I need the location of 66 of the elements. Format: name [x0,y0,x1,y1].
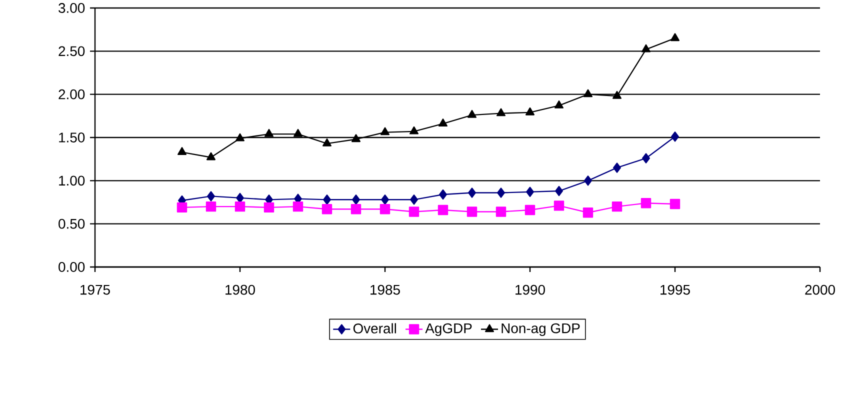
y-tick-label: 1.50 [59,132,85,142]
y-tick-label: 0.50 [58,218,85,229]
point [207,191,215,202]
point [497,188,505,198]
point [323,194,331,205]
point [582,208,594,218]
x-tick-label: 1995 [660,284,690,295]
point [410,126,418,134]
point [612,201,622,212]
point [322,138,332,146]
point [526,107,534,116]
point [292,201,304,212]
point [380,204,390,214]
point [178,147,186,156]
legend-label: AgGDP [425,323,472,336]
point [524,204,536,216]
y-tick-label: 2.00 [58,89,85,100]
point [350,204,362,214]
point [176,202,188,213]
point [468,188,476,198]
point [554,200,564,211]
point [670,33,680,42]
point [613,162,621,173]
point [352,134,360,142]
y-tick-label: 1.00 [59,176,85,186]
point [264,202,274,213]
point [380,127,390,136]
point [671,132,679,142]
point [408,206,420,217]
point [670,198,680,210]
point [439,189,447,200]
point [410,194,418,205]
x-tick-label: 2000 [805,284,835,295]
point [466,206,478,217]
point [236,133,244,142]
point [264,128,274,137]
point [322,204,332,214]
point [642,44,650,52]
point [468,110,476,118]
point [584,176,592,186]
y-tick-label: 3.00 [58,3,85,13]
y-tick-label: 0.00 [58,262,85,272]
point [640,198,652,208]
point [206,201,216,212]
x-tick-label: 1985 [370,284,400,295]
point [612,90,622,99]
point [496,108,506,116]
point [642,153,650,164]
point [234,201,246,212]
point [438,204,448,216]
point [294,128,302,137]
x-tick-label: 1975 [80,284,110,295]
point [584,89,592,98]
y-tick-label: 2.50 [58,46,85,56]
point [526,186,534,197]
point [555,186,563,196]
legend-label: Non-ag GDP [502,323,580,336]
x-tick-label: 1990 [516,284,545,295]
point [438,118,448,127]
point [496,206,506,217]
point [352,194,360,205]
x-tick-label: 1980 [226,284,255,295]
point [206,152,216,160]
point [381,194,389,205]
point [554,100,564,108]
legend-label: Overall [353,323,396,334]
